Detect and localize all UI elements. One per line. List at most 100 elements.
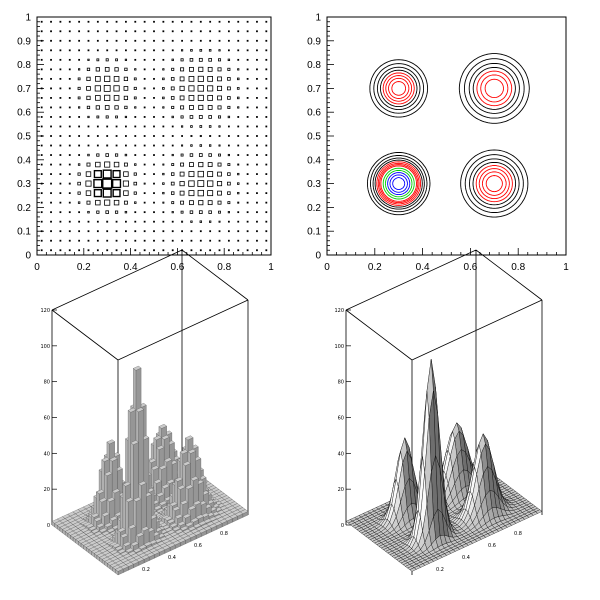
box-bin <box>162 49 165 52</box>
box-bin <box>40 230 43 233</box>
box-bin <box>78 20 81 23</box>
box-bin <box>236 96 240 100</box>
box-bin <box>218 20 221 23</box>
box-bin <box>227 77 231 81</box>
box-bin <box>180 67 185 72</box>
box-x-tick-label: 0.2 <box>77 262 91 273</box>
box-bin <box>104 199 111 206</box>
box-bin <box>78 144 81 147</box>
lego-bar <box>138 544 147 550</box>
box-bin <box>153 87 155 90</box>
box-bin <box>96 153 100 157</box>
box-bin <box>59 192 62 195</box>
surface-x-tick-label: 0.8 <box>514 531 522 537</box>
lego-bar <box>148 458 157 464</box>
box-bin <box>115 49 118 52</box>
box-bin <box>265 125 268 128</box>
box-bin <box>209 30 212 33</box>
box-bin <box>265 135 268 137</box>
box-bin <box>87 153 90 157</box>
box-bin <box>134 39 137 42</box>
box-bin <box>59 201 62 204</box>
box-bin <box>143 173 146 175</box>
box-bin <box>217 190 222 196</box>
box-bin <box>170 77 175 81</box>
box-bin <box>40 201 43 204</box>
lego-bar <box>161 434 170 440</box>
box-bin <box>256 68 258 71</box>
box-bin <box>143 68 146 71</box>
surface-z-tick-label: 20 <box>338 487 344 493</box>
box-bin <box>208 210 212 214</box>
box-bin <box>217 95 222 101</box>
lego-plot-panel: 0 20 40 60 80 100 120 0.2 0.4 0.6 0.8 <box>40 249 249 576</box>
box-bin <box>78 58 81 61</box>
box-bin <box>218 210 221 214</box>
box-bin <box>171 125 174 128</box>
box-bin <box>50 211 52 214</box>
lego-bar <box>98 527 108 533</box>
box-bin <box>153 230 155 233</box>
box-bin <box>153 39 155 42</box>
box-bin <box>115 135 118 137</box>
box-bin <box>199 30 202 33</box>
box-bin <box>153 77 155 80</box>
box-bin <box>94 85 101 92</box>
box-bin <box>265 192 268 195</box>
box-bin <box>115 20 118 23</box>
lego-x-tick-label: 0.4 <box>168 555 176 561</box>
box-bin <box>143 39 146 42</box>
box-bin <box>208 144 212 147</box>
box-bin <box>162 172 165 176</box>
lego-bar <box>93 516 103 522</box>
box-bin <box>143 230 146 233</box>
box-bin <box>189 58 194 62</box>
box-bin <box>104 161 111 168</box>
box-bin <box>133 96 137 100</box>
box-bin <box>227 67 231 71</box>
box-bin <box>125 230 127 233</box>
box-bin <box>86 67 91 71</box>
box-bin <box>78 106 81 109</box>
contour-level-line <box>392 177 406 191</box>
box-bin <box>114 67 119 72</box>
lego-bar <box>195 514 204 520</box>
box-bin <box>171 230 174 233</box>
box-bin <box>134 230 137 233</box>
box-bin <box>104 105 110 110</box>
box-bin <box>265 49 268 52</box>
box-bin <box>162 77 165 81</box>
box-bin <box>237 220 240 223</box>
box-bin <box>217 200 222 205</box>
box-bin <box>59 30 62 33</box>
box-bin <box>77 201 81 204</box>
box-bin <box>68 116 71 118</box>
lego-bar <box>130 541 139 547</box>
box-bin <box>105 153 109 157</box>
lego-bar <box>133 547 142 553</box>
box-bin <box>59 58 62 61</box>
box-bin <box>124 153 128 157</box>
box-bin <box>227 144 230 147</box>
box-bin <box>237 135 240 137</box>
box-bin <box>256 144 258 147</box>
contour-level-line <box>382 167 415 200</box>
box-bin <box>265 173 268 175</box>
box-bin <box>188 171 195 178</box>
box-y-tick-label: 1 <box>25 13 31 24</box>
box-bin <box>40 125 43 128</box>
box-bin <box>102 178 113 189</box>
box-bin <box>59 125 62 128</box>
box-bin <box>115 39 118 42</box>
box-bin <box>78 135 81 137</box>
box-bin <box>50 154 52 156</box>
lego-bar <box>93 531 103 537</box>
box-bin <box>68 106 71 109</box>
box-bin <box>96 210 100 214</box>
box-bin <box>217 67 222 72</box>
box-bin <box>153 58 155 61</box>
box-bin <box>209 20 212 23</box>
box-x-tick-label: 0.4 <box>124 262 138 273</box>
lego-bar <box>127 551 137 556</box>
box-bin <box>181 239 183 242</box>
